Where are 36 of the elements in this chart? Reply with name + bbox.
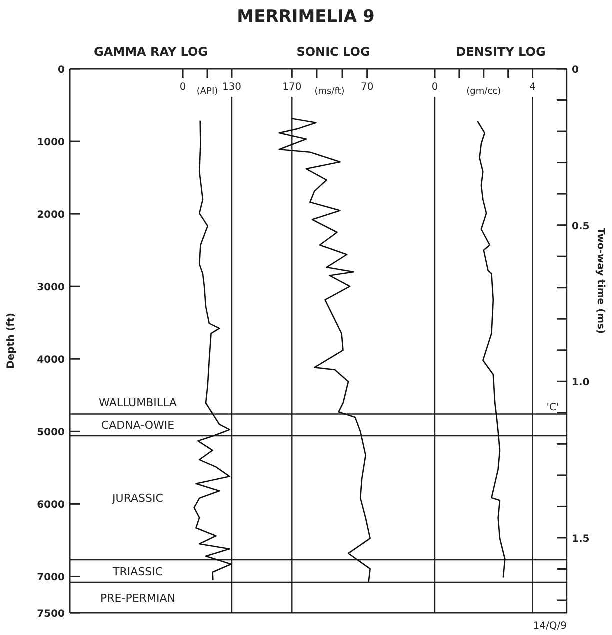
ref-line-label: 'C' [546,402,560,414]
x-tick-label: 130 [222,82,242,93]
y2-tick-label: 0.5 [572,221,590,232]
y-tick-label: 1000 [37,138,66,149]
x-tick-label: 0 [432,82,438,93]
chart-title: DENSITY LOG [456,45,546,59]
chart-subtitle: SONIC LOG [296,45,370,59]
y2-tick-label: 0 [572,65,579,76]
line-series [194,120,232,580]
annotation: JURASSIC [112,492,164,506]
x-tick-label: 70 [360,82,374,93]
y-tick-label: 2000 [37,210,66,222]
chart-title: GAMMA RAY LOG [94,45,208,59]
y-axis-title: Depth (ft) [6,313,17,369]
y2-axis-title: Two-way time (ms) [595,228,606,334]
chart-title: MERRIMELIA 9 [237,7,375,27]
x-axis-title: (API) [196,87,218,97]
y-tick-label: 6000 [37,500,66,512]
annotation: CADNA-OWIE [101,419,175,432]
y-tick-label: 5000 [37,428,66,439]
x-axis-title: (gm/cc) [466,87,502,97]
y-tick-label: 4000 [37,355,66,366]
x-tick-label: 0 [180,82,186,93]
annotation: PRE-PERMIAN [100,592,176,605]
annotation: TRIASSIC [112,565,164,578]
y-tick-label: 0 [58,65,66,76]
y2-tick-label: 1.0 [572,378,590,389]
x-axis-title: (ms/ft) [314,87,345,97]
x-tick-label: 170 [282,82,302,93]
y-tick-label: 7500 [37,609,66,620]
x-tick-label: 4 [530,82,536,93]
text: 14/Q/9 [533,621,567,632]
y-tick-label: 3000 [37,282,66,294]
y-tick-label: 7000 [37,572,66,584]
y2-tick-label: 1.5 [572,534,590,545]
annotation: WALLUMBILLA [99,396,178,410]
